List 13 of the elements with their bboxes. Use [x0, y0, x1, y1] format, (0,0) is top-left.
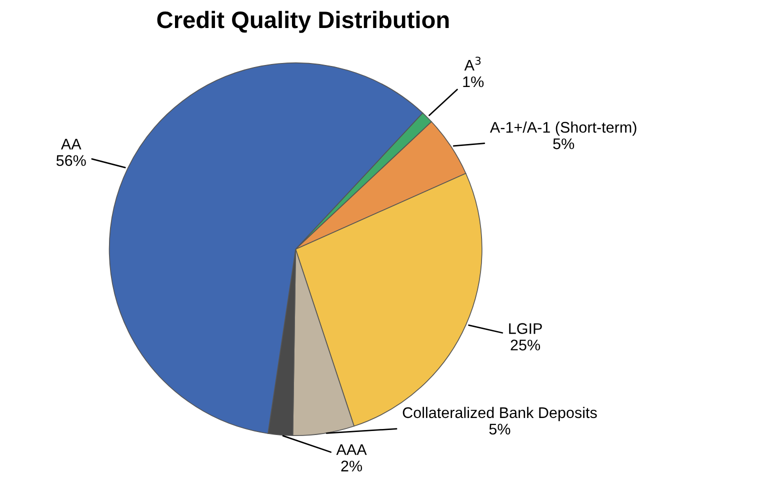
slice-label: Collateralized Bank Deposits [402, 406, 597, 422]
slice-label: LGIP [509, 323, 542, 334]
data-label: 5% [489, 424, 510, 435]
chart-title: Credit Quality Distribution [157, 10, 449, 33]
slice-label: AA [60, 138, 82, 150]
slice-label: A$^{3}$ [464, 56, 481, 70]
data-label: 25% [510, 340, 540, 350]
data-label: 5% [553, 138, 574, 150]
slice-label: A-1+/A-1 (Short-term) [490, 122, 636, 136]
data-label: 2% [341, 460, 362, 472]
slice-label: AAA [336, 444, 367, 455]
data-label: 1% [463, 76, 484, 88]
data-label: 56% [56, 155, 86, 166]
